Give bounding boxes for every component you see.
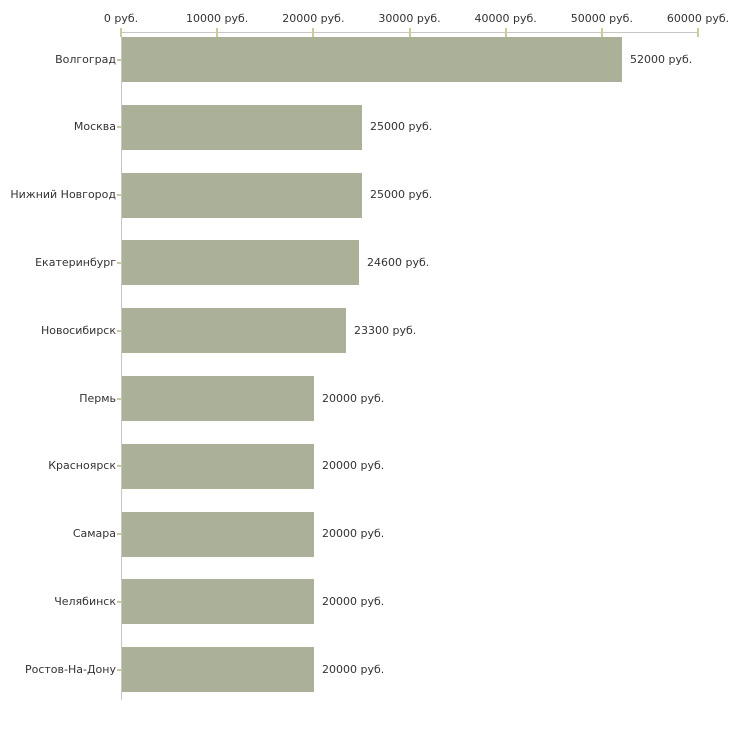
- bar-value-label: 20000 руб.: [322, 594, 385, 608]
- bar-value-label: 20000 руб.: [322, 459, 385, 473]
- bar: [122, 308, 346, 354]
- y-axis-tick: [117, 600, 121, 603]
- y-axis-tick: [117, 465, 121, 468]
- y-axis-tick: [117, 397, 121, 400]
- y-axis-label: Челябинск: [54, 594, 116, 608]
- bar-value-label: 52000 руб.: [630, 52, 693, 66]
- x-axis-tick-label: 30000 руб.: [378, 12, 441, 25]
- y-axis-label: Волгоград: [55, 52, 116, 66]
- bar-value-label: 20000 руб.: [322, 527, 385, 541]
- y-axis-tick: [117, 533, 121, 536]
- x-axis-tick: [408, 28, 411, 37]
- y-axis-tick: [117, 261, 121, 264]
- bar-value-label: 23300 руб.: [354, 323, 417, 337]
- y-axis-line: [121, 32, 122, 700]
- bar: [122, 240, 359, 286]
- y-axis-label: Новосибирск: [40, 323, 116, 337]
- y-axis-tick: [117, 329, 121, 332]
- y-axis-label: Самара: [72, 527, 116, 541]
- y-axis-label: Москва: [73, 120, 116, 134]
- bar: [122, 104, 362, 150]
- x-axis-tick-label: 60000 руб.: [666, 12, 730, 25]
- bar-value-label: 20000 руб.: [322, 391, 385, 405]
- y-axis-label: Красноярск: [48, 459, 116, 473]
- y-axis-tick: [117, 58, 121, 61]
- bar: [122, 647, 314, 693]
- x-axis-tick: [504, 28, 507, 37]
- y-axis-label: Нижний Новгород: [10, 188, 116, 202]
- y-axis-label: Ростов-На-Дону: [24, 662, 116, 676]
- x-axis-tick-label: 20000 руб.: [282, 12, 345, 25]
- x-axis-tick: [600, 28, 603, 37]
- bar: [122, 172, 362, 218]
- x-axis-tick-label: 10000 руб.: [186, 12, 249, 25]
- bar: [122, 511, 314, 557]
- y-axis-tick: [117, 668, 121, 671]
- x-axis-tick-label: 40000 руб.: [474, 12, 537, 25]
- bar-value-label: 25000 руб.: [370, 120, 433, 134]
- bar: [122, 579, 314, 625]
- bar-value-label: 24600 руб.: [367, 255, 430, 269]
- x-axis-tick: [312, 28, 315, 37]
- x-axis-tick-label: 0 руб.: [103, 12, 139, 25]
- x-axis-tick-label: 50000 руб.: [570, 12, 633, 25]
- bar-value-label: 20000 руб.: [322, 662, 385, 676]
- y-axis-label: Екатеринбург: [35, 255, 116, 269]
- x-axis-tick: [120, 28, 122, 37]
- bar: [122, 376, 314, 421]
- bar-value-label: 25000 руб.: [370, 188, 433, 202]
- x-axis-tick: [697, 28, 699, 37]
- y-axis-tick: [117, 194, 121, 197]
- y-axis-label: Пермь: [79, 391, 116, 405]
- bar: [122, 443, 314, 489]
- y-axis-tick: [117, 126, 121, 129]
- x-axis-tick: [216, 28, 219, 37]
- bar: [122, 37, 622, 82]
